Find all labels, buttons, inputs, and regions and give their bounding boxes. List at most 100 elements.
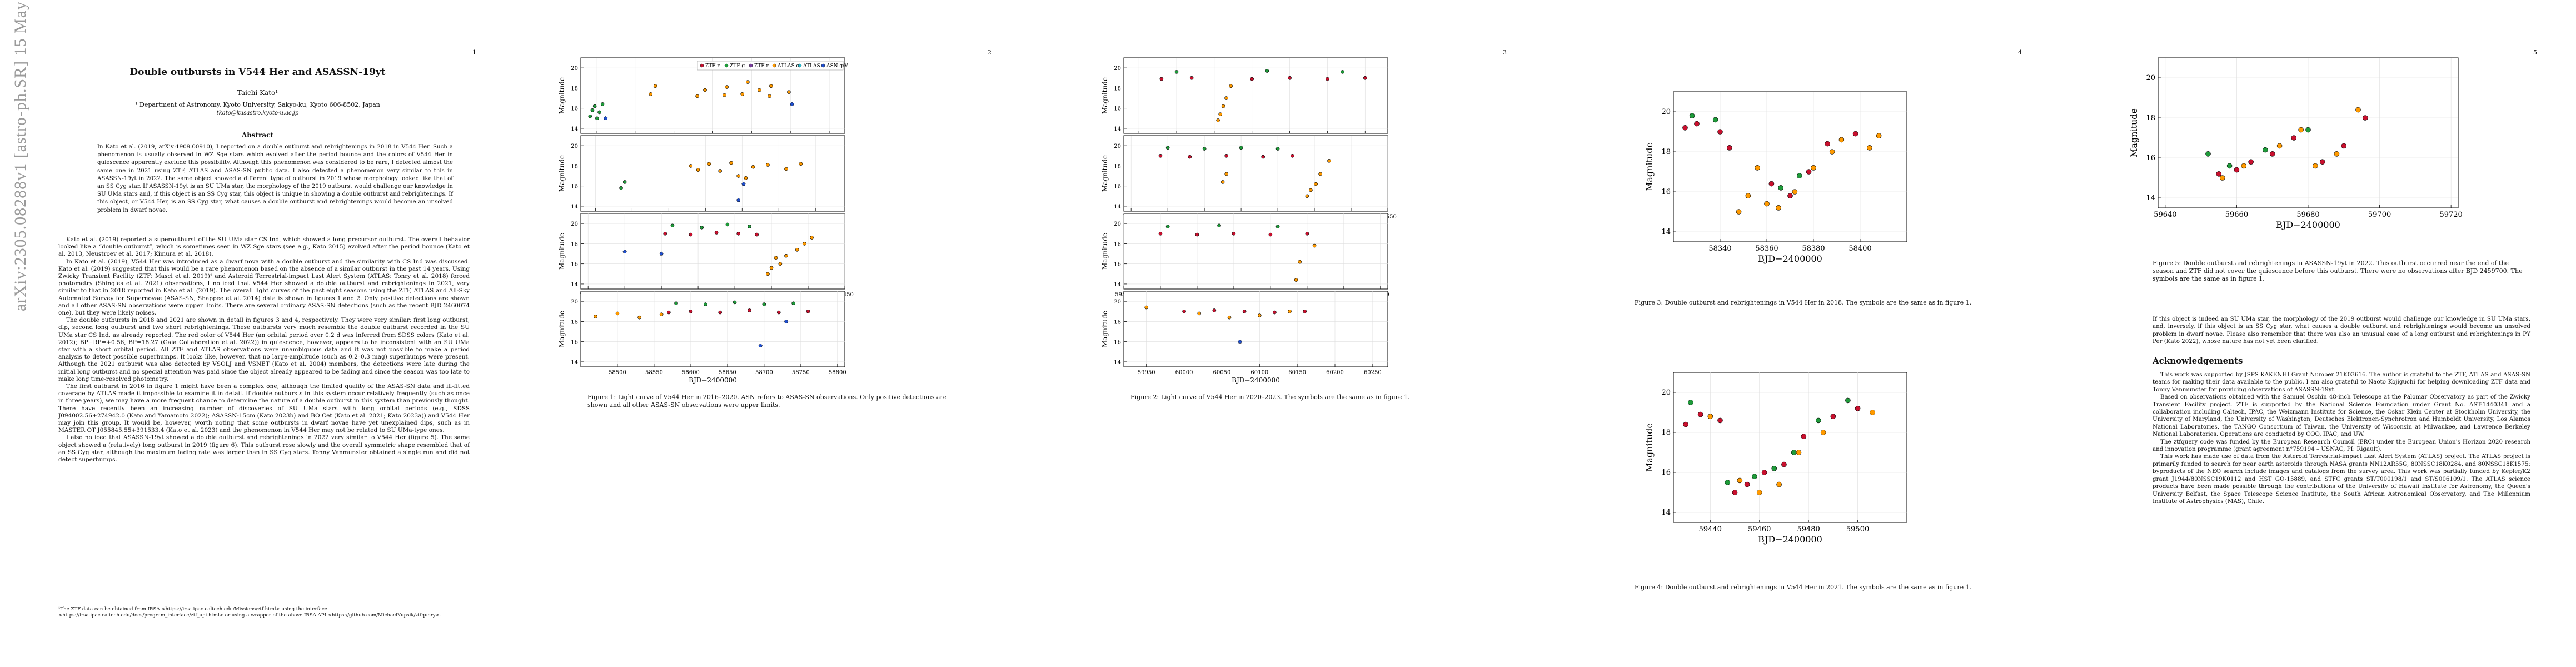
- caption-fig3: Figure 3: Double outburst and rebrighten…: [1635, 299, 1972, 306]
- y-tick-label: 18: [571, 241, 578, 247]
- x-tick-label: 59680: [2296, 211, 2319, 219]
- page-5: 5 14 16 18 20 59640 59660 59680 59700 59720 Magni…: [2061, 0, 2576, 667]
- y-tick-label: 16: [571, 262, 578, 268]
- legend-marker-atlas-o: [772, 63, 776, 68]
- footnote: ¹The ZTF data can be obtained from IRSA …: [58, 604, 470, 619]
- data-point: [2355, 107, 2361, 113]
- data-point: [1221, 104, 1225, 108]
- data-point: [2269, 151, 2275, 157]
- data-point: [2319, 159, 2325, 165]
- y-tick-label: 14: [571, 360, 578, 366]
- legend-marker-ztf-r: [700, 63, 704, 68]
- caption-fig4: Figure 4: Double outburst and rebrighten…: [1635, 584, 1972, 591]
- data-point: [659, 312, 664, 317]
- data-point: [740, 92, 744, 96]
- x-tick-label: 58550: [645, 370, 663, 376]
- x-tick-label: 60200: [1326, 370, 1344, 376]
- data-point: [1165, 225, 1170, 228]
- y-tick-label: 18: [1114, 319, 1121, 325]
- data-point: [1294, 278, 1298, 282]
- plot-fig3: 14 16 18 20 58340 58360 58380 58400 Magnitude BJD…: [1644, 91, 1907, 264]
- data-point: [774, 256, 778, 260]
- data-point: [2263, 147, 2268, 153]
- y-axis-label: Magnitude: [1644, 142, 1655, 191]
- data-point: [2334, 151, 2340, 157]
- y-tick-label: 20: [571, 66, 578, 72]
- plot-fig2b: 1416182059200592505930059350594005945059…: [1101, 135, 1397, 220]
- data-point: [2313, 163, 2318, 169]
- data-point: [769, 266, 774, 270]
- data-point: [1855, 405, 1861, 411]
- y-tick-label: 20: [1114, 66, 1121, 72]
- figure-1: 1416182057400574505750057550576005765057…: [558, 57, 854, 384]
- data-point: [1224, 96, 1228, 100]
- data-point: [769, 84, 773, 88]
- data-point: [1212, 308, 1217, 312]
- data-point: [714, 231, 719, 235]
- x-tick-label: 58800: [829, 370, 846, 376]
- y-axis-label: Magnitude: [1101, 311, 1109, 347]
- x-tick-label: 58500: [609, 370, 626, 376]
- figure-2: 1416182058850589005895059000590505910059…: [1101, 57, 1397, 384]
- data-point: [2216, 171, 2222, 177]
- data-point: [1158, 153, 1163, 158]
- data-point: [1688, 400, 1693, 405]
- data-point: [1268, 232, 1273, 237]
- y-tick-label: 20: [571, 143, 578, 150]
- y-tick-label: 18: [571, 86, 578, 92]
- data-point: [622, 180, 627, 184]
- y-tick-label: 14: [1661, 509, 1671, 517]
- y-axis-label: Magnitude: [1101, 77, 1109, 114]
- legend-marker-ztf-i: [749, 63, 753, 68]
- data-point: [755, 232, 759, 237]
- data-point: [653, 84, 657, 88]
- data-point: [1725, 480, 1731, 485]
- data-point: [1341, 70, 1344, 74]
- plot-fig2d: 14 16 18 20 59950 60000 60050 60100 60150 60200 60…: [1101, 291, 1388, 384]
- legend-marker-ztf-g: [724, 63, 729, 68]
- y-tick-label: 18: [571, 319, 578, 325]
- data-point: [659, 251, 664, 256]
- y-tick-label: 14: [1114, 126, 1121, 132]
- y-tick-label: 16: [571, 184, 578, 190]
- data-point: [744, 176, 748, 180]
- data-point: [778, 262, 783, 266]
- data-point: [1764, 201, 1770, 207]
- data-point: [776, 310, 781, 315]
- page-4: 4 14 16 18 20 58340 58360 58380 58400 Magnitude B…: [1546, 0, 2061, 667]
- data-point: [1744, 481, 1750, 487]
- legend: ZTF r ZTF g ZTF r ATLAS o ATLAS c ASN g/…: [697, 61, 848, 71]
- data-point: [725, 85, 729, 89]
- data-point: [795, 247, 799, 252]
- y-axis-label: Magnitude: [558, 233, 566, 270]
- data-point: [663, 231, 667, 236]
- data-point: [1216, 118, 1220, 122]
- y-tick-label: 16: [1114, 184, 1121, 190]
- affiliation: ¹ Department of Astronomy, Kyoto Univers…: [135, 101, 380, 108]
- page-number: 5: [2533, 49, 2537, 56]
- y-axis-label: Magnitude: [1101, 233, 1109, 270]
- page-1: 1 arXiv:2305.08288v1 [astro-ph.SR] 15 Ma…: [0, 0, 515, 667]
- x-tick-label: 58360: [1755, 245, 1778, 253]
- data-point: [1801, 434, 1807, 440]
- data-point: [1174, 70, 1179, 74]
- body-text: Kato et al. (2019) reported a superoutbu…: [58, 236, 470, 464]
- y-tick-label: 20: [1114, 221, 1121, 227]
- data-point: [1697, 411, 1703, 417]
- data-point: [1242, 309, 1247, 313]
- acknowledgements-heading: Acknowledgements: [2153, 356, 2243, 366]
- data-point: [1787, 193, 1793, 199]
- y-tick-label: 14: [571, 126, 578, 132]
- data-point: [2248, 159, 2254, 165]
- data-point: [784, 167, 788, 171]
- page-3: 3 14161820588505890058950590005905059100…: [1030, 0, 1546, 667]
- data-point: [597, 110, 601, 115]
- data-point: [791, 301, 795, 306]
- y-tick-label: 20: [1114, 299, 1121, 305]
- data-point: [736, 231, 740, 236]
- data-point: [704, 302, 707, 306]
- data-point: [1273, 310, 1277, 315]
- x-tick-label: 59480: [1797, 525, 1820, 534]
- data-point: [588, 114, 592, 118]
- data-point: [707, 162, 711, 166]
